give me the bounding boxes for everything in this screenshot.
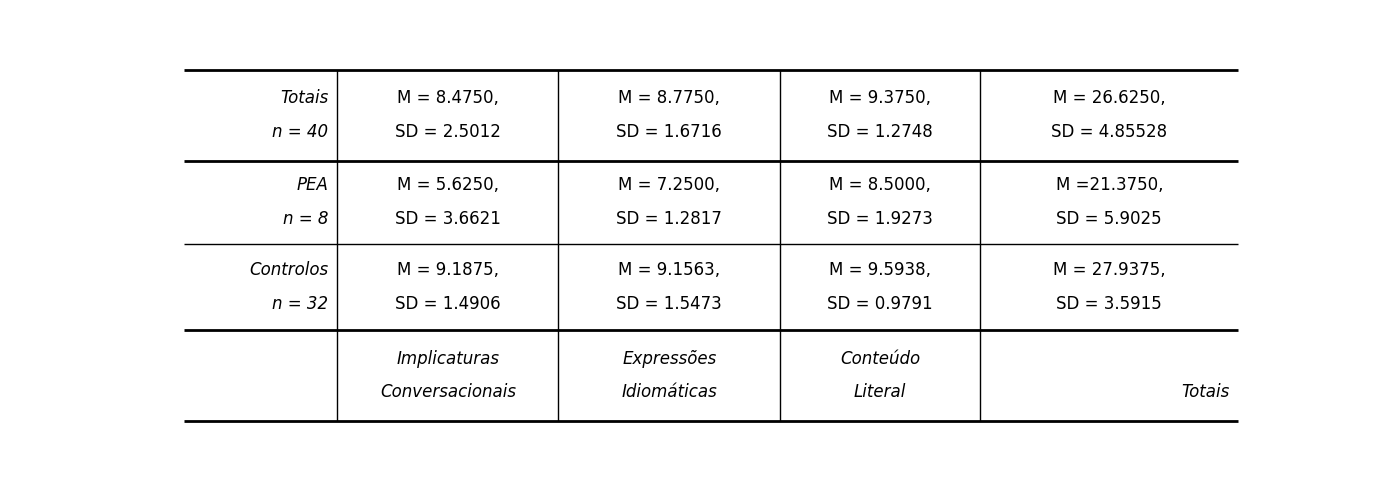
Text: Controlos: Controlos (250, 261, 329, 279)
Text: Totais: Totais (1181, 383, 1230, 401)
Text: Conversacionais: Conversacionais (380, 383, 516, 401)
Text: SD = 0.9791: SD = 0.9791 (827, 295, 933, 312)
Text: Literal: Literal (854, 383, 906, 401)
Text: SD = 1.9273: SD = 1.9273 (827, 210, 933, 228)
Text: M = 5.6250,: M = 5.6250, (397, 176, 498, 194)
Text: SD = 1.5473: SD = 1.5473 (616, 295, 722, 312)
Text: Implicaturas: Implicaturas (397, 350, 500, 368)
Text: M = 8.4750,: M = 8.4750, (397, 89, 498, 107)
Text: M = 26.6250,: M = 26.6250, (1053, 89, 1166, 107)
Text: SD = 3.6621: SD = 3.6621 (394, 210, 501, 228)
Text: SD = 1.2817: SD = 1.2817 (616, 210, 722, 228)
Text: n = 8: n = 8 (283, 210, 329, 228)
Text: SD = 4.85528: SD = 4.85528 (1051, 123, 1167, 141)
Text: M = 8.5000,: M = 8.5000, (829, 176, 931, 194)
Text: M = 9.5938,: M = 9.5938, (829, 261, 931, 279)
Text: Conteúdo: Conteúdo (840, 350, 920, 368)
Text: SD = 5.9025: SD = 5.9025 (1056, 210, 1162, 228)
Text: M =21.3750,: M =21.3750, (1055, 176, 1163, 194)
Text: M = 8.7750,: M = 8.7750, (618, 89, 720, 107)
Text: n = 40: n = 40 (272, 123, 329, 141)
Text: Idiomáticas: Idiomáticas (622, 383, 718, 401)
Text: Totais: Totais (280, 89, 329, 107)
Text: n = 32: n = 32 (272, 295, 329, 312)
Text: M = 7.2500,: M = 7.2500, (618, 176, 720, 194)
Text: M = 9.1563,: M = 9.1563, (618, 261, 720, 279)
Text: M = 27.9375,: M = 27.9375, (1053, 261, 1166, 279)
Text: SD = 3.5915: SD = 3.5915 (1056, 295, 1162, 312)
Text: PEA: PEA (297, 176, 329, 194)
Text: SD = 2.5012: SD = 2.5012 (394, 123, 501, 141)
Text: SD = 1.2748: SD = 1.2748 (827, 123, 933, 141)
Text: M = 9.3750,: M = 9.3750, (829, 89, 931, 107)
Text: SD = 1.4906: SD = 1.4906 (396, 295, 501, 312)
Text: M = 9.1875,: M = 9.1875, (397, 261, 498, 279)
Text: SD = 1.6716: SD = 1.6716 (616, 123, 722, 141)
Text: Expressões: Expressões (622, 350, 716, 368)
